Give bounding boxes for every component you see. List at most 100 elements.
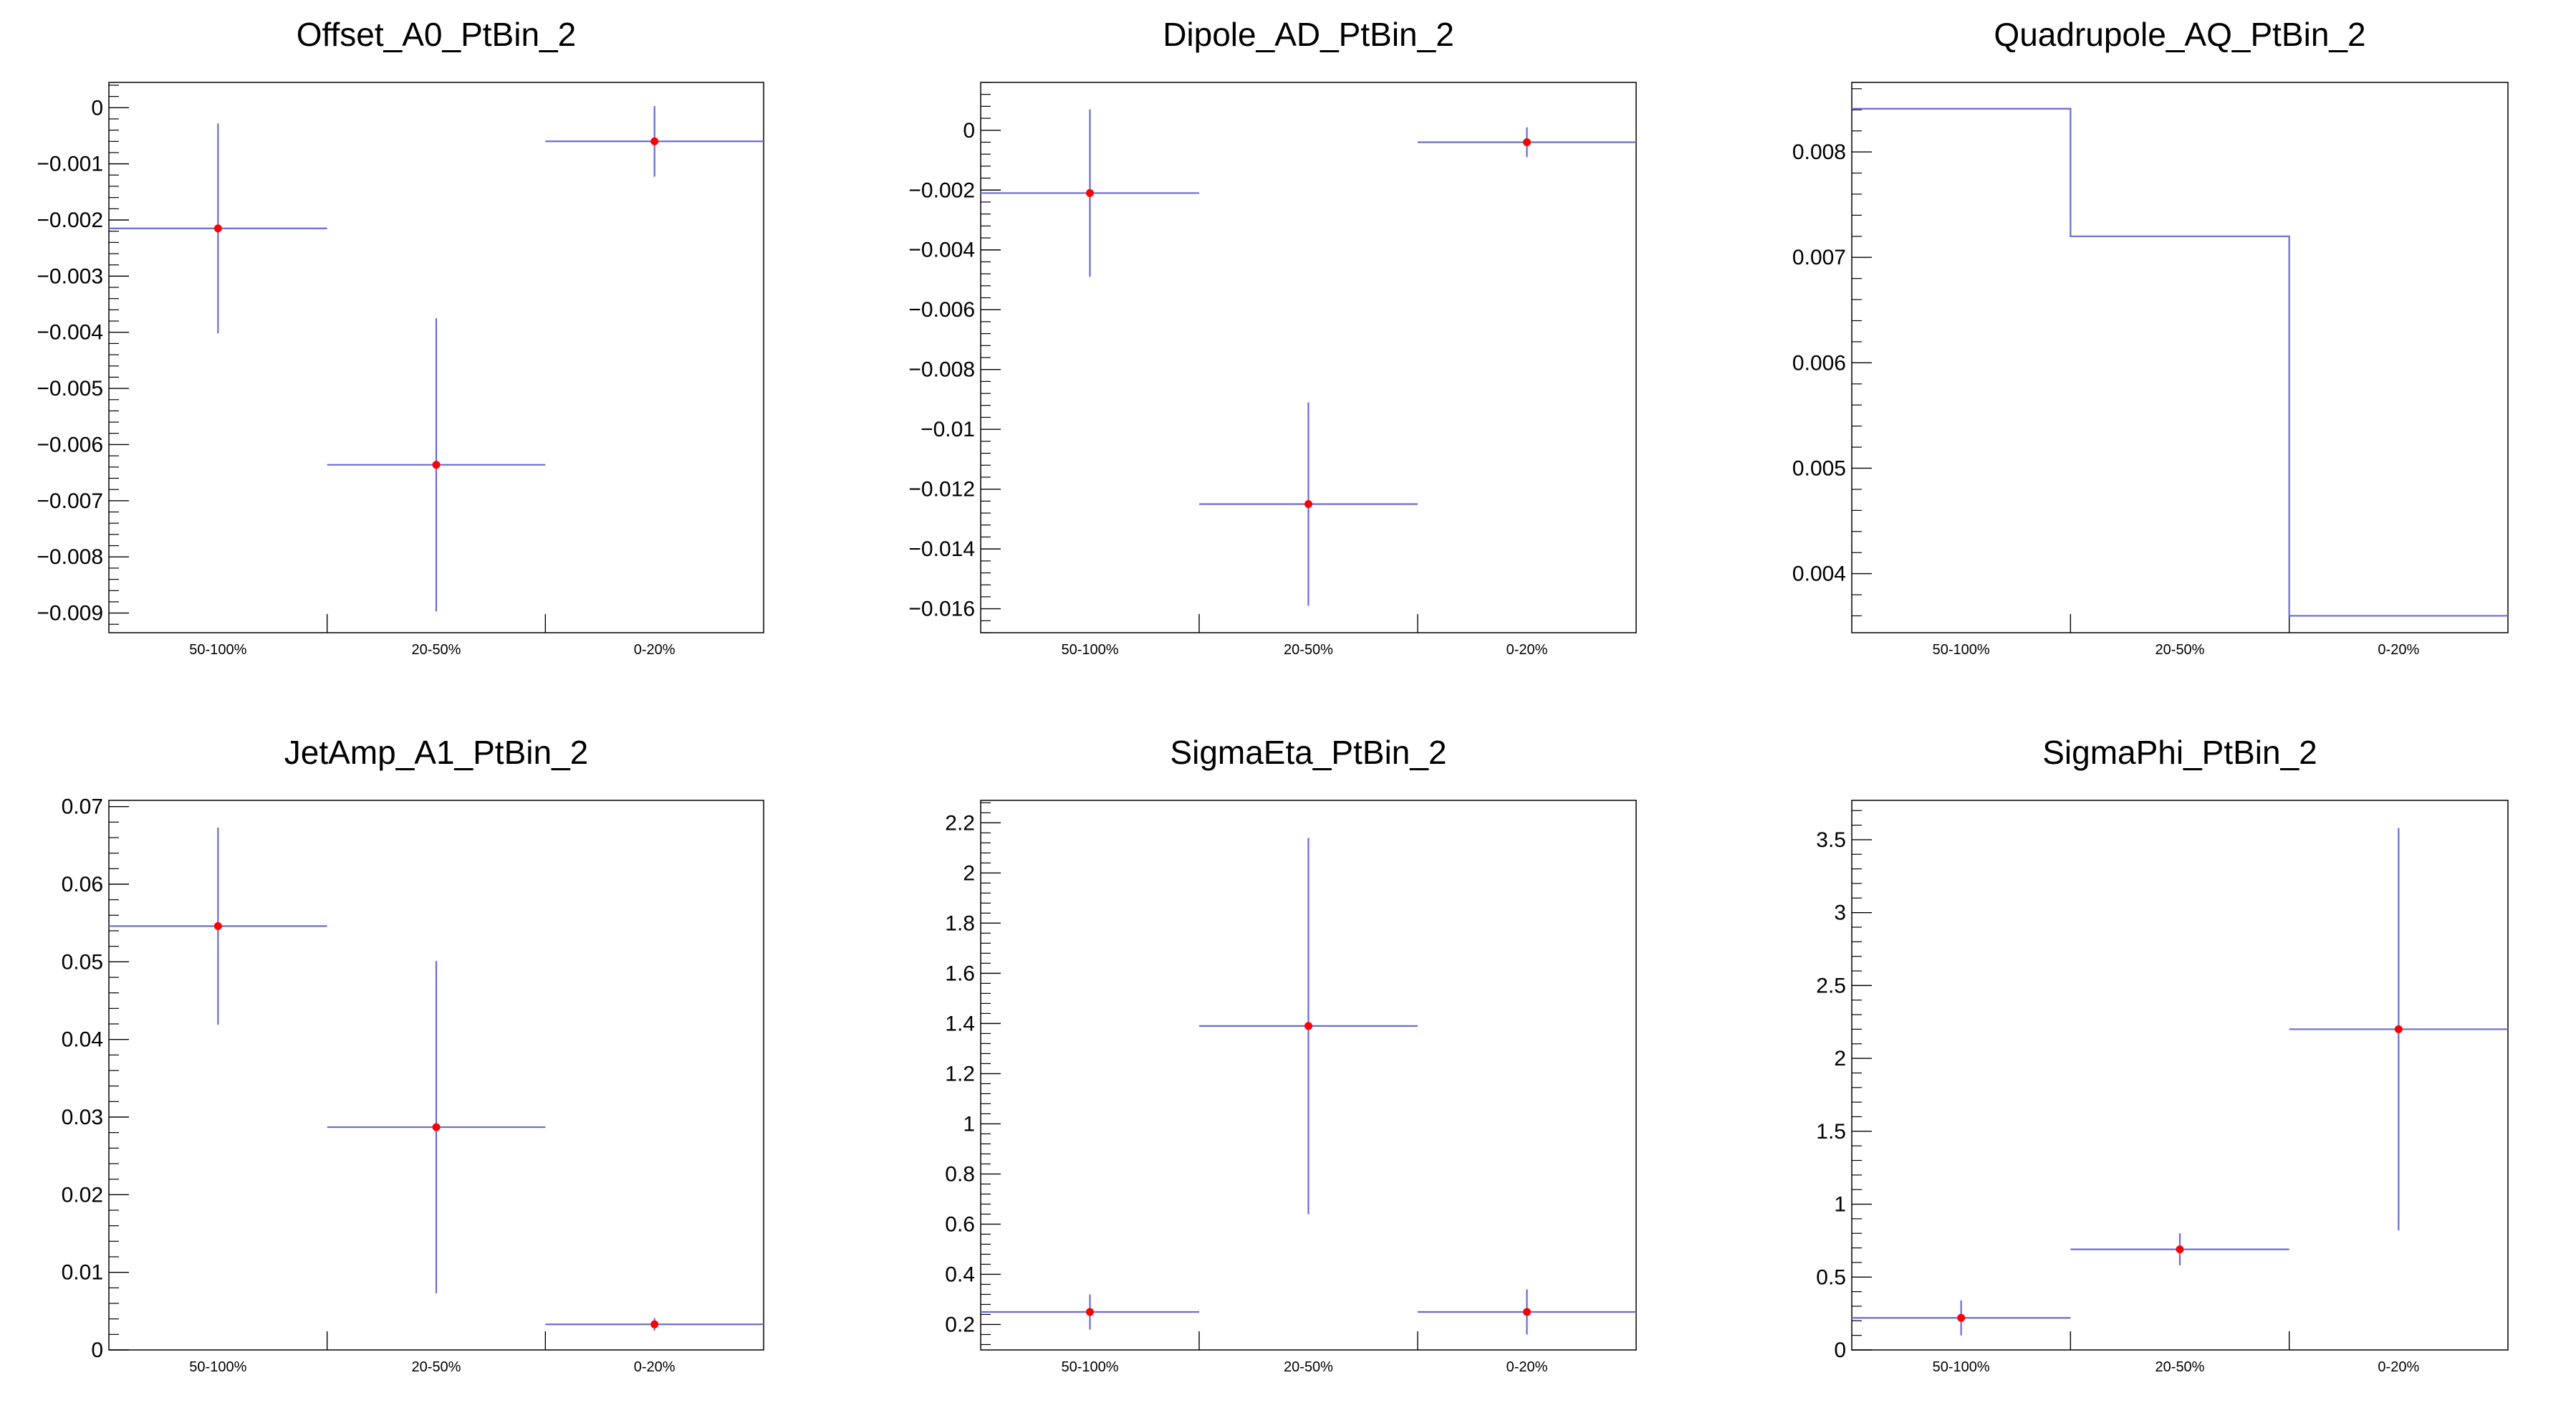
y-tick-label: −0.01 <box>921 418 975 441</box>
data-point <box>213 922 222 930</box>
y-tick-label: 0 <box>1834 1338 1846 1362</box>
y-tick-label: 3.5 <box>1816 828 1846 852</box>
chart-panel-1: Offset_A0_PtBin_2 0 −0.001 −0.002 −0.003 −0.0… <box>37 16 764 658</box>
y-tick-label: 0.5 <box>1816 1265 1846 1289</box>
chart-title: SigmaPhi_PtBin_2 <box>2042 734 2317 771</box>
y-tick-label: 0.8 <box>945 1162 975 1186</box>
data-point <box>1304 500 1312 509</box>
x-tick-label: 0-20% <box>1506 642 1548 658</box>
y-tick-label: 0.4 <box>945 1263 975 1286</box>
y-tick-label: 1.5 <box>1816 1120 1846 1144</box>
y-tick-label: 1.6 <box>945 962 975 985</box>
data-point <box>1086 188 1094 197</box>
y-tick-label: −0.005 <box>37 377 103 401</box>
y-tick-label: 0.007 <box>1792 246 1846 269</box>
y-tick-label: 0.008 <box>1792 140 1846 164</box>
data-point <box>2394 1025 2403 1033</box>
y-tick-label: −0.007 <box>37 489 103 513</box>
x-tick-label: 20-50% <box>1284 1359 1333 1375</box>
y-tick-label: 0.01 <box>62 1261 103 1285</box>
y-tick-label: 2 <box>963 861 975 885</box>
y-tick-label: 2.2 <box>945 811 975 835</box>
data-point <box>1523 1308 1531 1316</box>
data-point <box>1957 1313 1966 1322</box>
y-tick-label: −0.008 <box>908 358 975 382</box>
chart-title: SigmaEta_PtBin_2 <box>1170 734 1446 771</box>
x-tick-label: 0-20% <box>1506 1359 1548 1375</box>
chart-panel-4: JetAmp_A1_PtBin_2 0 0.01 0.02 0.03 0.04 0.05 0.… <box>62 734 764 1375</box>
y-tick-label: −0.004 <box>37 321 103 345</box>
x-tick-label: 0-20% <box>634 1359 676 1375</box>
chart-panel-6: SigmaPhi_PtBin_2 0 0.5 1 1.5 2 2.5 3 3.5 50-100% 2… <box>1816 734 2509 1375</box>
y-tick-label: 0.6 <box>945 1212 975 1236</box>
y-tick-label: 1.8 <box>945 911 975 935</box>
plot-frame <box>108 800 764 1351</box>
plot-frame <box>1851 800 2509 1351</box>
y-tick-label: −0.003 <box>37 264 103 288</box>
data-point <box>1304 1022 1312 1030</box>
plot-frame <box>1851 82 2509 633</box>
x-tick-label: 0-20% <box>2378 642 2419 658</box>
y-tick-label: 0.004 <box>1792 562 1846 586</box>
y-tick-label: 0 <box>91 1338 103 1362</box>
y-tick-label: −0.014 <box>908 537 975 561</box>
y-tick-label: −0.006 <box>37 433 103 456</box>
chart-title: Quadrupole_AQ_PtBin_2 <box>1994 16 2365 53</box>
chart-title: Offset_A0_PtBin_2 <box>297 16 576 53</box>
x-tick-label: 50-100% <box>1933 1359 1990 1375</box>
x-tick-label: 50-100% <box>1061 1359 1118 1375</box>
plot-frame <box>980 800 1637 1351</box>
y-tick-label: 0 <box>963 119 975 143</box>
chart-title: JetAmp_A1_PtBin_2 <box>284 734 589 771</box>
y-tick-label: 0.2 <box>945 1313 975 1336</box>
y-tick-label: −0.002 <box>37 209 103 232</box>
y-tick-label: 0.04 <box>62 1028 103 1052</box>
y-tick-label: 3 <box>1834 901 1846 925</box>
y-tick-label: 0.06 <box>62 873 103 896</box>
x-tick-label: 50-100% <box>1933 642 1990 658</box>
y-tick-label: 1 <box>963 1112 975 1136</box>
data-point <box>213 224 222 233</box>
y-tick-label: −0.004 <box>908 239 975 262</box>
y-tick-label: 2.5 <box>1816 974 1846 997</box>
data-point <box>650 1320 659 1328</box>
plot-frame <box>108 82 764 633</box>
y-tick-label: 0.03 <box>62 1106 103 1129</box>
y-tick-label: 1.2 <box>945 1062 975 1086</box>
x-tick-label: 20-50% <box>1284 642 1333 658</box>
y-tick-label: 0.07 <box>62 795 103 819</box>
x-tick-label: 0-20% <box>2378 1359 2419 1375</box>
y-tick-label: 2 <box>1834 1047 1846 1070</box>
x-tick-label: 20-50% <box>2156 1359 2205 1375</box>
data-point <box>2176 1245 2184 1254</box>
x-tick-label: 50-100% <box>189 642 246 658</box>
x-tick-label: 20-50% <box>412 1359 461 1375</box>
y-tick-label: −0.016 <box>908 598 975 621</box>
y-tick-label: 0 <box>91 96 103 120</box>
y-tick-label: −0.006 <box>908 298 975 322</box>
y-tick-label: −0.012 <box>908 478 975 502</box>
y-tick-label: −0.002 <box>908 178 975 202</box>
data-point <box>432 461 441 469</box>
chart-panel-3: Quadrupole_AQ_PtBin_2 0.004 0.005 0.006 0.00… <box>1792 16 2509 658</box>
x-tick-label: 50-100% <box>1061 642 1118 658</box>
chart-panel-5: SigmaEta_PtBin_2 0.2 0.4 0.6 0.8 1 1.2 1.4 1.6 1.… <box>945 734 1637 1375</box>
data-point <box>1523 138 1531 146</box>
y-tick-label: 0.05 <box>62 950 103 974</box>
y-tick-label: 1.4 <box>945 1012 975 1035</box>
y-tick-label: −0.001 <box>37 153 103 176</box>
data-point <box>432 1123 441 1131</box>
y-tick-label: −0.008 <box>37 545 103 569</box>
y-tick-label: 0.02 <box>62 1183 103 1207</box>
x-tick-label: 50-100% <box>189 1359 246 1375</box>
y-tick-label: 0.006 <box>1792 351 1846 375</box>
x-tick-label: 20-50% <box>2156 642 2205 658</box>
y-tick-label: 0.005 <box>1792 456 1846 480</box>
chart-panel-2: Dipole_AD_PtBin_2 0 −0.002 −0.004 −0.006 −0.0… <box>908 16 1637 658</box>
y-tick-label: −0.009 <box>37 602 103 626</box>
chart-title: Dipole_AD_PtBin_2 <box>1163 16 1454 53</box>
data-point <box>650 137 659 145</box>
data-point <box>1086 1308 1094 1316</box>
x-tick-label: 20-50% <box>412 642 461 658</box>
